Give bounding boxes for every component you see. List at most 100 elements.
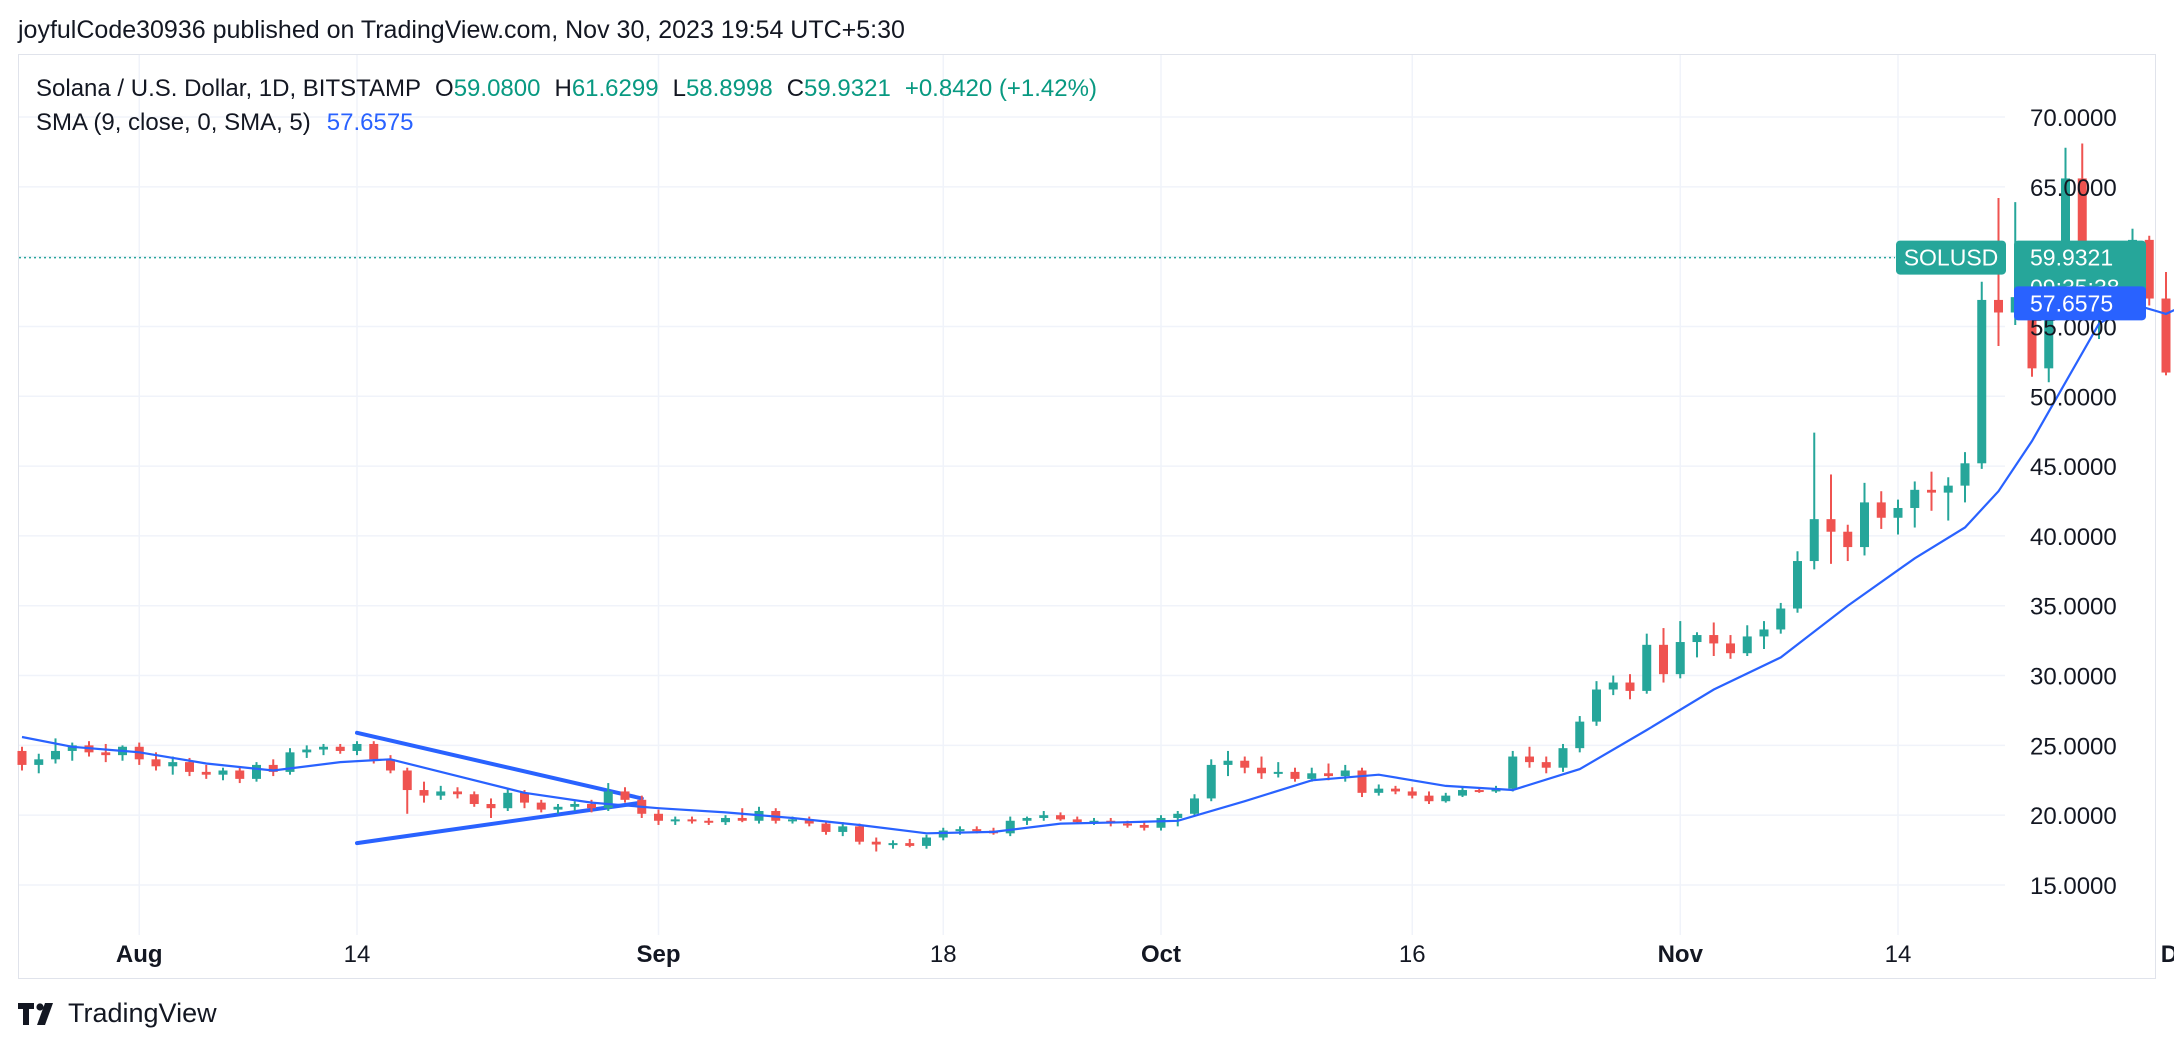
candle[interactable] <box>168 756 178 775</box>
candle[interactable] <box>1592 681 1601 726</box>
trendline[interactable] <box>355 730 644 801</box>
candle[interactable] <box>1391 785 1400 795</box>
candle[interactable] <box>1742 625 1752 656</box>
candle[interactable] <box>118 745 127 761</box>
sma-line[interactable] <box>21 289 2174 835</box>
candle[interactable] <box>486 798 496 818</box>
trendline[interactable] <box>355 800 644 846</box>
candle[interactable] <box>436 785 446 800</box>
candle[interactable] <box>1910 481 1920 528</box>
candle[interactable] <box>1441 792 1451 803</box>
candle[interactable] <box>1005 816 1015 837</box>
candle[interactable] <box>1960 452 1970 503</box>
candle[interactable] <box>1525 746 1534 768</box>
candle[interactable] <box>1541 756 1551 774</box>
candle[interactable] <box>469 791 479 807</box>
candle[interactable] <box>335 743 345 754</box>
candle[interactable] <box>1675 621 1685 679</box>
candle[interactable] <box>1257 756 1266 779</box>
candle[interactable] <box>821 820 831 835</box>
candle[interactable] <box>1458 787 1467 798</box>
candle[interactable] <box>721 815 730 825</box>
candle[interactable] <box>620 787 630 803</box>
candle[interactable] <box>17 746 27 771</box>
candle[interactable] <box>1558 743 1568 772</box>
candle[interactable] <box>1340 764 1350 782</box>
candle[interactable] <box>1575 716 1585 753</box>
candle[interactable] <box>1876 491 1886 529</box>
candle[interactable] <box>218 767 228 781</box>
candle[interactable] <box>536 799 546 813</box>
candle[interactable] <box>804 816 814 827</box>
candle[interactable] <box>1190 794 1199 817</box>
candle[interactable] <box>419 781 429 803</box>
candle[interactable] <box>603 783 613 811</box>
candle[interactable] <box>503 788 513 811</box>
candle[interactable] <box>386 755 395 774</box>
candle[interactable] <box>1776 602 1786 634</box>
candle[interactable] <box>1156 815 1166 831</box>
candle[interactable] <box>687 816 697 824</box>
candle[interactable] <box>1508 750 1518 792</box>
candle[interactable] <box>922 834 931 849</box>
candle[interactable] <box>1759 621 1769 650</box>
candle[interactable] <box>855 823 864 845</box>
candle[interactable] <box>570 801 580 811</box>
candle[interactable] <box>1977 281 1987 469</box>
candle[interactable] <box>67 742 77 761</box>
candle[interactable] <box>1139 822 1149 831</box>
candle[interactable] <box>1692 632 1702 658</box>
candle[interactable] <box>1374 784 1384 796</box>
candle[interactable] <box>101 743 111 763</box>
candle[interactable] <box>453 787 462 799</box>
candle[interactable] <box>1022 816 1032 825</box>
candle[interactable] <box>1223 750 1233 777</box>
candle[interactable] <box>2144 235 2154 306</box>
candle[interactable] <box>1039 810 1049 821</box>
candle[interactable] <box>1324 763 1333 781</box>
candle[interactable] <box>1407 787 1417 799</box>
candle[interactable] <box>319 743 328 756</box>
candle[interactable] <box>201 764 211 779</box>
candle[interactable] <box>235 766 245 784</box>
candle[interactable] <box>285 748 295 775</box>
candle[interactable] <box>1826 474 1836 564</box>
sma-badge[interactable]: 57.6575 <box>2014 286 2146 321</box>
candle[interactable] <box>1893 499 1903 535</box>
candle[interactable] <box>352 741 362 756</box>
sma-label[interactable]: SMA (9, close, 0, SMA, 5) <box>36 109 311 136</box>
candle[interactable] <box>34 753 44 774</box>
candle[interactable] <box>1659 628 1668 683</box>
candle[interactable] <box>871 837 881 852</box>
candle[interactable] <box>302 745 312 758</box>
candle[interactable] <box>252 762 261 782</box>
candle[interactable] <box>1809 432 1819 570</box>
candle[interactable] <box>1608 675 1618 696</box>
candle[interactable] <box>1843 524 1853 562</box>
candle[interactable] <box>654 809 663 825</box>
candle[interactable] <box>1625 674 1635 700</box>
candle[interactable] <box>1290 767 1300 782</box>
candle[interactable] <box>1240 756 1250 774</box>
candle[interactable] <box>268 759 278 777</box>
candle[interactable] <box>888 840 898 849</box>
candle[interactable] <box>1726 635 1735 659</box>
candle[interactable] <box>1206 759 1216 802</box>
candle[interactable] <box>1642 633 1652 694</box>
candle[interactable] <box>1357 767 1367 798</box>
candle[interactable] <box>2161 271 2171 376</box>
candle[interactable] <box>553 804 563 814</box>
candle[interactable] <box>1424 791 1434 805</box>
candle[interactable] <box>1860 482 1869 556</box>
candle[interactable] <box>737 808 747 823</box>
candle[interactable] <box>670 816 680 825</box>
candle[interactable] <box>704 817 714 825</box>
candle[interactable] <box>1709 622 1719 656</box>
symbol-title[interactable]: Solana / U.S. Dollar, 1D, BITSTAMP <box>36 75 422 102</box>
candle[interactable] <box>838 822 848 837</box>
candle[interactable] <box>1056 812 1065 821</box>
candle[interactable] <box>1927 471 1936 511</box>
candle[interactable] <box>905 838 915 848</box>
symbol-badge[interactable]: SOLUSD <box>1896 240 2006 275</box>
